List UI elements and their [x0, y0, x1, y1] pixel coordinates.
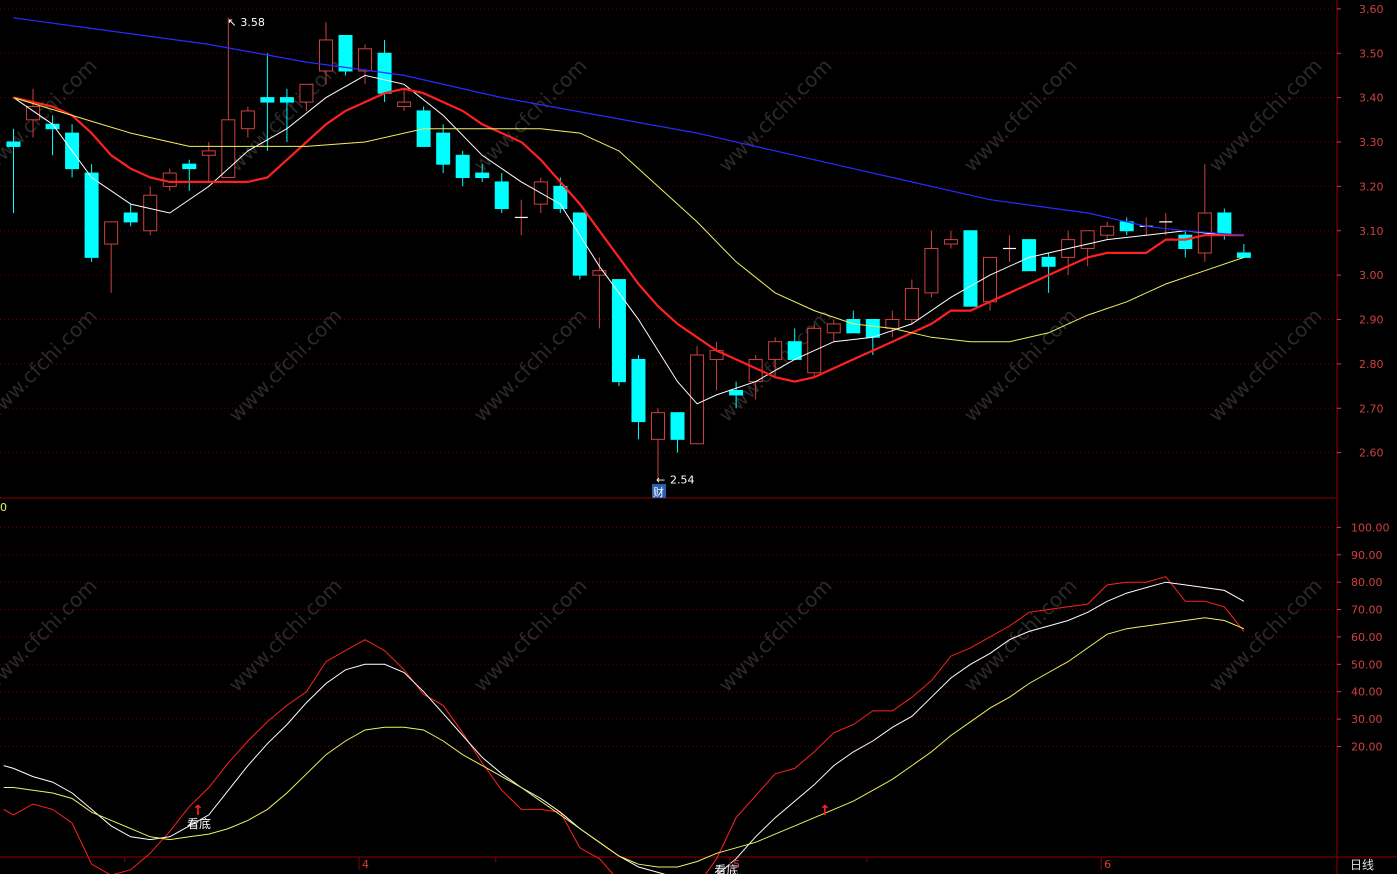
indicator-tick-label: 80.00 — [1351, 576, 1383, 589]
candle-body — [1022, 239, 1037, 272]
candle-body — [572, 212, 587, 276]
price-tick-label: 3.10 — [1359, 225, 1384, 238]
candle-body — [846, 319, 861, 334]
signal-label: 看底 — [187, 816, 211, 831]
candle-body — [787, 341, 802, 360]
news-badge — [651, 484, 666, 498]
candle-body — [397, 101, 412, 107]
indicator-tick-label: 50.00 — [1351, 658, 1383, 671]
price-tick-label: 2.90 — [1359, 314, 1384, 327]
candle-body — [885, 319, 900, 329]
candle-body — [123, 212, 138, 223]
candle-body — [553, 185, 568, 210]
candle-body — [904, 287, 919, 320]
candle-body — [963, 230, 978, 307]
candle-body — [1080, 230, 1095, 249]
timeframe-label[interactable]: 日线 — [1350, 858, 1374, 872]
candle-body — [943, 239, 958, 245]
moving-average-line — [13, 97, 1245, 343]
price-tick-label: 2.80 — [1359, 358, 1384, 371]
month-label: 5 — [733, 858, 740, 871]
candle-body — [1178, 234, 1193, 249]
price-tick-label: 3.40 — [1359, 92, 1384, 105]
candle-body — [690, 354, 705, 445]
moving-average-line — [13, 74, 1244, 405]
candle-body — [201, 150, 216, 156]
candle-body — [729, 390, 744, 396]
signal-label: 看底 — [714, 863, 738, 874]
candle-body — [221, 119, 236, 178]
candle-body — [650, 412, 665, 440]
candle-body — [318, 39, 333, 72]
indicator-tick-label: 70.00 — [1351, 604, 1383, 617]
candle-body — [104, 221, 119, 245]
candle-body — [670, 412, 685, 440]
price-tick-label: 3.60 — [1359, 3, 1384, 16]
moving-average-line — [13, 87, 1244, 383]
indicator-tick-label: 100.00 — [1351, 521, 1390, 534]
price-tick-label: 3.20 — [1359, 180, 1384, 193]
indicator-tick-label: 90.00 — [1351, 549, 1383, 562]
candle-body — [1100, 225, 1115, 236]
indicator-tick-label: 30.00 — [1351, 713, 1383, 726]
candle-body — [436, 132, 451, 165]
price-tick-label: 3.00 — [1359, 269, 1384, 282]
candle-body — [1217, 212, 1232, 236]
axis-layer: 3.60 3.50 3.40 3.30 3.20 3.10 3.00 2.90 2.80 2.70… — [124, 3, 1390, 871]
moving-average-line — [13, 17, 1244, 236]
candle-body — [143, 194, 158, 232]
candle-body — [182, 163, 197, 170]
indicator-tick-label: 20.00 — [1351, 740, 1383, 753]
signal-up-arrow: ↑ — [819, 803, 831, 819]
indicator-panel[interactable]: 看底↑看底↑ — [3, 576, 1245, 874]
candle-body — [475, 172, 490, 178]
candle-body — [592, 270, 607, 276]
high-arrow: ↖ — [227, 16, 236, 29]
candle-body — [279, 97, 294, 103]
candle-body — [768, 341, 783, 360]
candle-body — [1236, 252, 1251, 258]
price-tick-label: 2.70 — [1359, 402, 1384, 415]
low-arrow: ← — [656, 473, 665, 486]
candle-body — [240, 110, 255, 130]
candle-body — [338, 35, 353, 72]
indicator-line — [3, 617, 1245, 868]
candle-body — [826, 323, 841, 334]
candle-body — [84, 172, 99, 258]
indicator-tick-label: 60.00 — [1351, 631, 1383, 644]
indicator-line — [3, 576, 1245, 874]
candle-body — [983, 256, 997, 303]
candle-body — [260, 97, 275, 103]
candle-body — [162, 172, 177, 187]
month-label: 4 — [362, 858, 369, 871]
low-price-label: 2.54 — [670, 473, 695, 486]
month-label: 6 — [1104, 858, 1111, 871]
high-price-label: 3.58 — [240, 16, 265, 29]
candle-body — [6, 141, 21, 147]
indicator-tick-label: 40.00 — [1351, 686, 1383, 699]
price-tick-label: 3.50 — [1359, 47, 1384, 60]
candle-body — [865, 319, 880, 338]
candle-body — [299, 83, 314, 103]
candle-body — [611, 279, 626, 383]
candle-body — [1041, 256, 1056, 267]
candle-body — [358, 48, 373, 72]
news-badge-label: 财 — [653, 485, 664, 499]
candle-body — [631, 358, 646, 423]
signal-up-arrow: ↑ — [192, 803, 204, 819]
candle-body — [494, 181, 509, 210]
price-tick-label: 3.30 — [1359, 136, 1384, 149]
candle-body — [455, 154, 470, 178]
price-tick-label: 2.60 — [1359, 447, 1384, 460]
sub-panel-label: 0 — [0, 501, 7, 514]
candle-body — [26, 106, 41, 121]
candle-body — [924, 248, 939, 294]
price-panel[interactable]: ↖ 3.58 ← 2.54 财 — [6, 16, 1251, 499]
